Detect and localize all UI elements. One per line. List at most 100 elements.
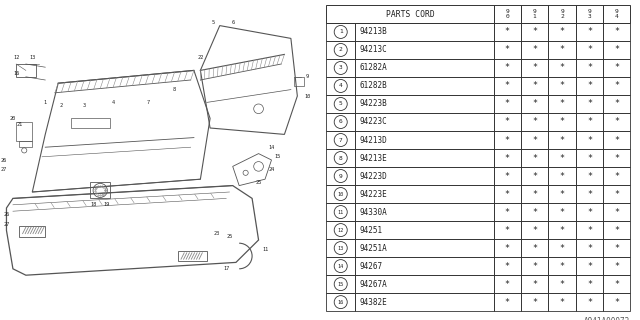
Bar	[493, 221, 521, 239]
Text: 3: 3	[83, 103, 86, 108]
Bar	[326, 113, 355, 131]
Bar	[576, 167, 603, 185]
Bar	[493, 23, 521, 41]
Bar	[355, 167, 493, 185]
Bar	[294, 77, 304, 86]
Text: *: *	[614, 100, 620, 108]
Text: *: *	[587, 45, 592, 54]
Text: *: *	[505, 280, 510, 289]
Bar	[493, 59, 521, 77]
Text: *: *	[587, 135, 592, 145]
Text: 94223C: 94223C	[360, 117, 388, 126]
Bar	[19, 226, 45, 237]
Text: *: *	[559, 189, 564, 198]
Text: 3: 3	[339, 66, 342, 70]
Text: 7: 7	[339, 138, 342, 142]
Bar	[71, 118, 110, 128]
Text: 94267A: 94267A	[360, 280, 388, 289]
Text: *: *	[532, 226, 537, 235]
Text: *: *	[614, 298, 620, 307]
Text: *: *	[532, 135, 537, 145]
Text: *: *	[505, 226, 510, 235]
Text: 4: 4	[111, 100, 115, 105]
Text: *: *	[587, 63, 592, 72]
Bar	[603, 293, 630, 311]
Bar	[576, 149, 603, 167]
Bar	[521, 23, 548, 41]
Text: *: *	[532, 208, 537, 217]
Text: 26: 26	[3, 212, 10, 217]
Text: 5: 5	[339, 101, 342, 107]
Text: *: *	[614, 45, 620, 54]
Text: *: *	[614, 172, 620, 180]
Text: *: *	[505, 208, 510, 217]
Text: *: *	[587, 280, 592, 289]
Bar	[326, 257, 355, 275]
Bar	[521, 275, 548, 293]
Text: *: *	[614, 135, 620, 145]
Text: *: *	[532, 63, 537, 72]
Bar	[521, 167, 548, 185]
Bar	[576, 239, 603, 257]
Text: 18: 18	[91, 202, 97, 207]
Bar	[326, 239, 355, 257]
Bar	[548, 221, 576, 239]
Bar	[493, 257, 521, 275]
Bar	[576, 113, 603, 131]
Text: *: *	[587, 189, 592, 198]
Text: 94223E: 94223E	[360, 189, 388, 198]
Text: 8: 8	[339, 156, 342, 161]
Bar	[493, 113, 521, 131]
Bar	[326, 5, 493, 23]
Bar	[548, 5, 576, 23]
Bar	[326, 275, 355, 293]
Text: 94251: 94251	[360, 226, 383, 235]
Text: 94213B: 94213B	[360, 28, 388, 36]
Bar	[493, 167, 521, 185]
Bar	[16, 122, 32, 141]
Text: *: *	[614, 226, 620, 235]
Text: 19: 19	[104, 202, 110, 207]
Text: 6: 6	[231, 20, 234, 25]
Text: 16: 16	[13, 71, 19, 76]
Text: *: *	[614, 28, 620, 36]
Bar	[603, 257, 630, 275]
Text: *: *	[614, 154, 620, 163]
Bar	[521, 131, 548, 149]
Text: 21: 21	[16, 122, 22, 127]
Text: *: *	[587, 82, 592, 91]
Bar	[548, 149, 576, 167]
Bar	[493, 41, 521, 59]
Text: 9
2: 9 2	[560, 9, 564, 19]
Bar	[603, 41, 630, 59]
Text: 17: 17	[223, 266, 229, 271]
Text: 9
0: 9 0	[506, 9, 509, 19]
Text: 6: 6	[339, 119, 342, 124]
Text: *: *	[559, 63, 564, 72]
Bar	[548, 185, 576, 203]
Bar	[355, 293, 493, 311]
Text: *: *	[532, 298, 537, 307]
Text: PARTS CORD: PARTS CORD	[385, 10, 435, 19]
Bar	[355, 203, 493, 221]
Text: *: *	[614, 244, 620, 252]
Bar	[521, 59, 548, 77]
Text: *: *	[532, 154, 537, 163]
Text: *: *	[559, 28, 564, 36]
Text: 20: 20	[10, 116, 16, 121]
Text: *: *	[532, 100, 537, 108]
Text: 11: 11	[337, 210, 344, 214]
Text: *: *	[559, 208, 564, 217]
Text: 61282A: 61282A	[360, 63, 388, 72]
Bar	[548, 95, 576, 113]
Bar	[548, 77, 576, 95]
Bar	[521, 95, 548, 113]
Text: *: *	[587, 298, 592, 307]
Text: *: *	[532, 244, 537, 252]
Text: *: *	[505, 82, 510, 91]
Bar	[521, 293, 548, 311]
Text: *: *	[559, 172, 564, 180]
Text: *: *	[587, 28, 592, 36]
Text: *: *	[532, 189, 537, 198]
Text: *: *	[505, 28, 510, 36]
